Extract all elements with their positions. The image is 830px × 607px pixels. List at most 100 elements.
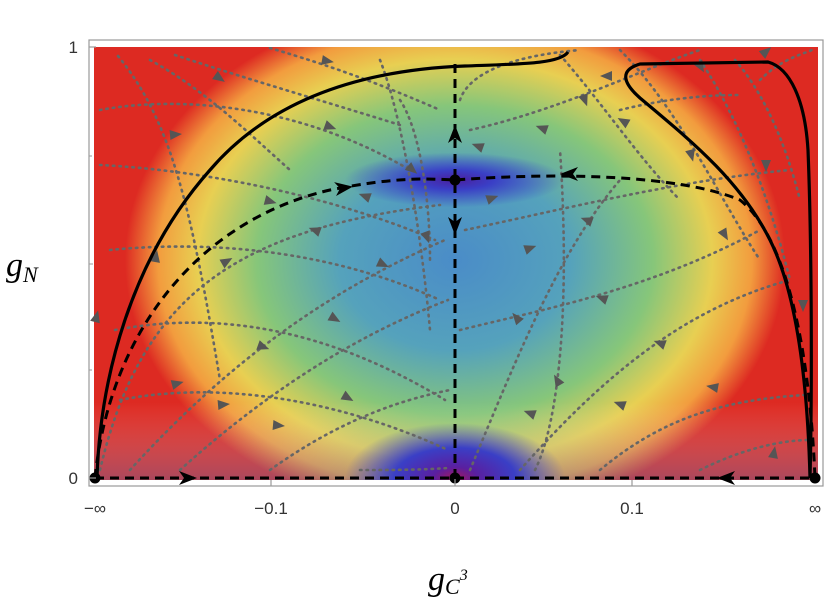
svg-text:gN: gN <box>6 247 39 287</box>
flow-arrow <box>761 160 771 172</box>
fixed-point <box>449 174 461 186</box>
flow-line <box>468 48 702 132</box>
flow-arrow <box>580 217 594 227</box>
flow-arrow <box>798 300 808 312</box>
flow-line <box>128 238 447 472</box>
flow-arrow <box>523 245 537 255</box>
arrow <box>179 471 197 485</box>
flow-arrow <box>321 55 334 65</box>
separatrix-arrows <box>179 125 735 485</box>
flow-line <box>358 466 450 472</box>
flow-line <box>268 388 452 472</box>
arrow <box>448 125 462 143</box>
flow-arrow <box>595 295 609 305</box>
fixed-point <box>449 472 461 484</box>
flow-arrow <box>554 374 565 388</box>
x-tick-label: ∞ <box>809 499 821 518</box>
y-axis-label-sub: N <box>22 262 39 287</box>
flow-arrow <box>90 310 100 324</box>
flow-line <box>173 53 402 127</box>
flow-arrow <box>323 120 337 130</box>
flow-line <box>518 278 792 472</box>
flow-line <box>118 391 450 452</box>
flow-line <box>618 48 762 262</box>
flow-line <box>98 203 442 472</box>
flow-line <box>458 228 762 332</box>
flow-line <box>598 393 807 472</box>
svg-text:gC3: gC3 <box>428 561 468 599</box>
flow-arrow <box>523 410 537 420</box>
flow-arrow <box>471 143 485 153</box>
flow-line <box>398 98 432 262</box>
flow-arrow <box>685 148 695 162</box>
flow-line <box>533 148 566 472</box>
flow-line <box>378 58 432 332</box>
flow-arrow <box>578 93 588 107</box>
flow-line <box>98 102 412 172</box>
flow-line <box>108 245 442 302</box>
flow-line <box>733 58 802 202</box>
flow-arrow <box>169 130 182 140</box>
flow-line <box>463 168 792 232</box>
flow-arrow <box>758 47 772 59</box>
flow-arrow <box>212 70 225 82</box>
critical-curve-right <box>624 60 813 479</box>
flow-line <box>758 48 814 82</box>
flow-arrow <box>706 383 719 393</box>
flow-arrow <box>150 250 160 263</box>
flow-arrow <box>327 311 341 322</box>
x-axis-label-main: g <box>428 561 445 598</box>
flow-arrow <box>617 118 631 129</box>
x-axis-label-sup: 3 <box>459 567 468 584</box>
flow-arrow <box>263 195 277 205</box>
y-tick-label: 1 <box>69 38 78 57</box>
flow-line <box>98 163 437 242</box>
flow-line <box>113 321 447 402</box>
critical-curve-left <box>95 50 570 479</box>
x-tick-label: −∞ <box>84 499 106 518</box>
flow-arrow <box>653 340 667 350</box>
flow-arrow <box>420 230 430 244</box>
flow-arrow <box>717 227 728 241</box>
arrow <box>717 471 735 485</box>
flow-arrow <box>485 195 499 205</box>
flow-line <box>558 53 682 202</box>
flow-arrow <box>404 162 418 174</box>
flow-arrow <box>256 340 270 350</box>
x-tick-label: −0.1 <box>254 499 288 518</box>
flow-arrow <box>375 257 389 268</box>
flow-arrow <box>170 380 184 390</box>
y-axis-label-main: g <box>6 247 23 284</box>
flow-arrow <box>358 193 372 203</box>
y-axis-label: gN <box>6 247 39 287</box>
flow-arrow <box>219 258 233 269</box>
flow-line <box>116 54 222 382</box>
flow-arrow <box>308 227 322 237</box>
flow-arrow <box>217 400 230 410</box>
separatrix-arc <box>93 174 817 479</box>
flow-line <box>148 58 292 172</box>
arrow <box>334 182 353 197</box>
flow-arrowheads <box>90 47 808 459</box>
x-axis-label: gC3 <box>428 561 468 599</box>
arrow <box>448 217 462 235</box>
x-tick-label: 0.1 <box>620 499 644 518</box>
flow-lines <box>98 47 814 472</box>
x-tick-labels: −∞ −0.1 0 0.1 ∞ <box>84 499 821 518</box>
flow-arrow <box>272 420 285 430</box>
x-tick-label: 0 <box>450 499 459 518</box>
flow-line <box>618 93 742 112</box>
flow-line <box>698 58 792 282</box>
flow-arrow <box>535 125 549 135</box>
flow-line <box>698 438 812 472</box>
x-axis-label-sub: C <box>445 574 460 599</box>
flow-line <box>178 298 450 472</box>
y-tick-label: 0 <box>69 469 78 488</box>
arrow <box>560 167 578 181</box>
fixed-point <box>809 472 821 484</box>
y-tick-labels: 0 1 <box>69 38 78 488</box>
frame <box>88 39 824 487</box>
flow-line <box>268 47 442 112</box>
flow-arrow <box>600 71 612 81</box>
